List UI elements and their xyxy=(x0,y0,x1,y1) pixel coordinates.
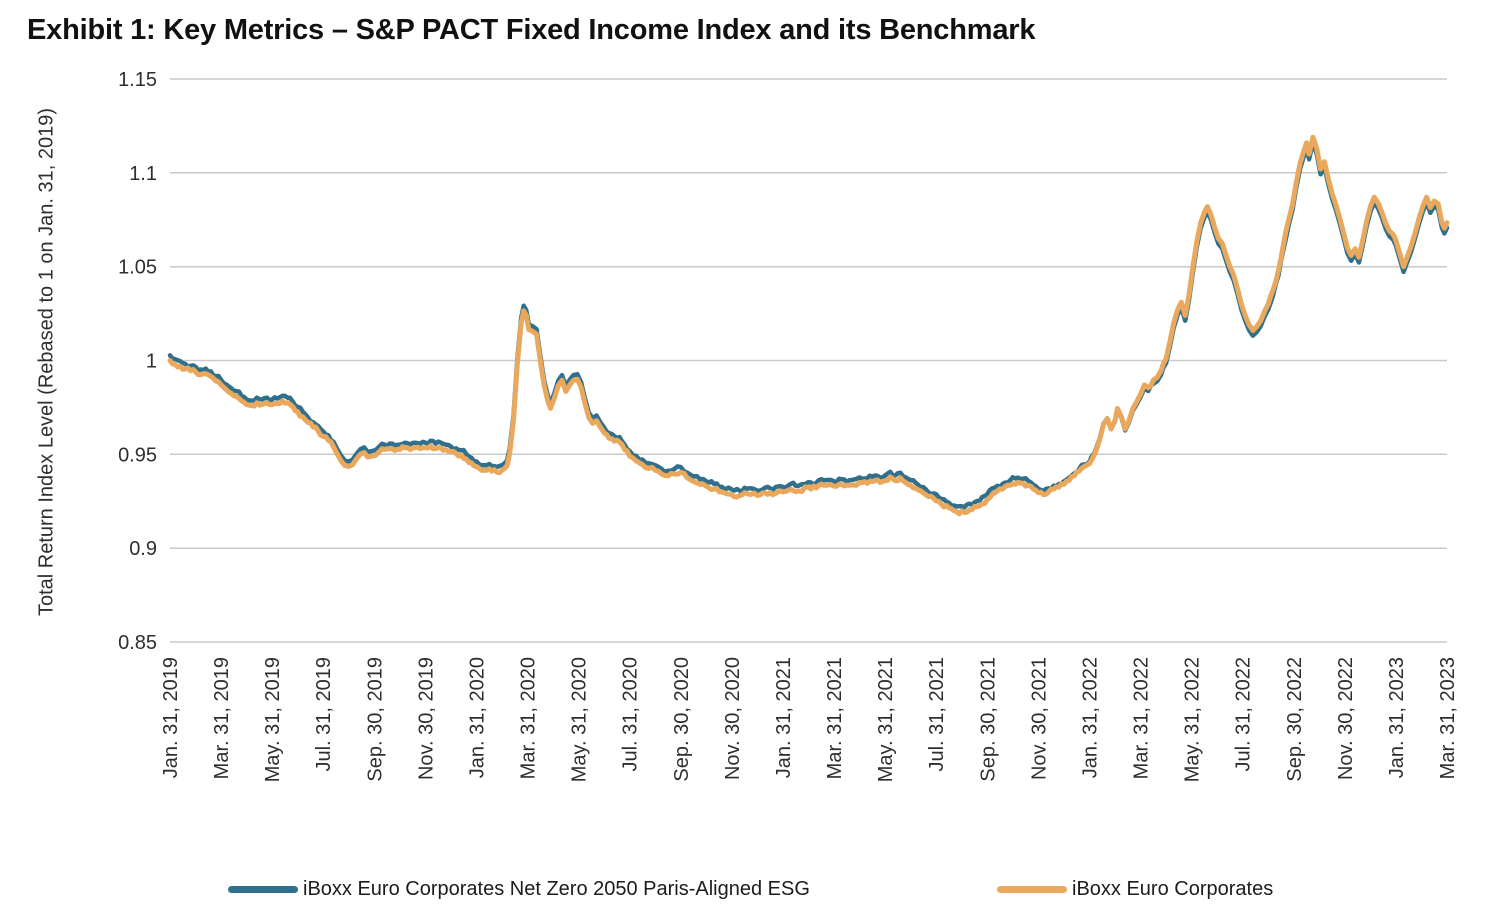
legend-label-pact-esg: iBoxx Euro Corporates Net Zero 2050 Pari… xyxy=(303,877,810,900)
y-axis-title: Total Return Index Level (Rebased to 1 o… xyxy=(35,107,58,617)
x-tick-label: Mar. 31, 2023 xyxy=(1437,657,1459,779)
x-tick-label: Sep. 30, 2021 xyxy=(977,657,999,782)
series-line-benchmark xyxy=(167,134,1450,517)
x-tick-label: Nov. 30, 2020 xyxy=(722,657,744,780)
x-tick-label: Mar. 31, 2021 xyxy=(824,657,846,779)
x-tick-label: Jan. 31, 2023 xyxy=(1386,657,1408,778)
x-tick-label: Jan. 31, 2021 xyxy=(773,657,795,778)
x-tick-label: May. 31, 2020 xyxy=(569,657,591,782)
y-tick-label: 0.85 xyxy=(118,632,157,654)
x-tick-label: Jan. 31, 2020 xyxy=(467,657,489,778)
x-tick-label: Jul. 31, 2021 xyxy=(926,657,948,772)
legend-item-pact-esg: iBoxx Euro Corporates Net Zero 2050 Pari… xyxy=(228,872,810,906)
x-tick-label: May. 31, 2022 xyxy=(1182,657,1204,782)
y-tick-label: 1 xyxy=(146,351,157,373)
x-tick-label: Nov. 30, 2021 xyxy=(1028,657,1050,780)
x-tick-label: Mar. 31, 2020 xyxy=(518,657,540,779)
x-tick-label: Jan. 31, 2022 xyxy=(1079,657,1101,778)
y-tick-label: 0.9 xyxy=(129,538,157,560)
legend: iBoxx Euro Corporates Net Zero 2050 Pari… xyxy=(0,872,1504,906)
x-tick-label: Jan. 31, 2019 xyxy=(160,657,182,778)
x-tick-label: Nov. 30, 2022 xyxy=(1335,657,1357,780)
x-tick-label: Sep. 30, 2019 xyxy=(364,657,386,782)
y-tick-label: 1.05 xyxy=(118,257,157,279)
x-tick-label: Sep. 30, 2020 xyxy=(671,657,693,782)
legend-item-benchmark: iBoxx Euro Corporates xyxy=(997,872,1273,906)
legend-swatch-benchmark xyxy=(997,885,1067,893)
x-tick-label: Mar. 31, 2022 xyxy=(1131,657,1153,779)
legend-swatch-pact-esg xyxy=(228,885,298,893)
x-tick-label: May. 31, 2021 xyxy=(875,657,897,782)
y-tick-label: 1.1 xyxy=(129,163,157,185)
chart-title: Exhibit 1: Key Metrics – S&P PACT Fixed … xyxy=(27,14,1036,46)
y-tick-label: 1.15 xyxy=(118,69,157,91)
legend-label-benchmark: iBoxx Euro Corporates xyxy=(1072,877,1274,900)
x-tick-label: May. 31, 2019 xyxy=(262,657,284,782)
x-tick-label: Jul. 31, 2019 xyxy=(313,657,335,772)
x-tick-label: Nov. 30, 2019 xyxy=(415,657,437,780)
x-tick-label: Mar. 31, 2019 xyxy=(211,657,233,779)
x-tick-label: Jul. 31, 2022 xyxy=(1233,657,1255,772)
y-tick-label: 0.95 xyxy=(118,444,157,466)
x-tick-label: Jul. 31, 2020 xyxy=(620,657,642,772)
x-tick-label: Sep. 30, 2022 xyxy=(1284,657,1306,782)
